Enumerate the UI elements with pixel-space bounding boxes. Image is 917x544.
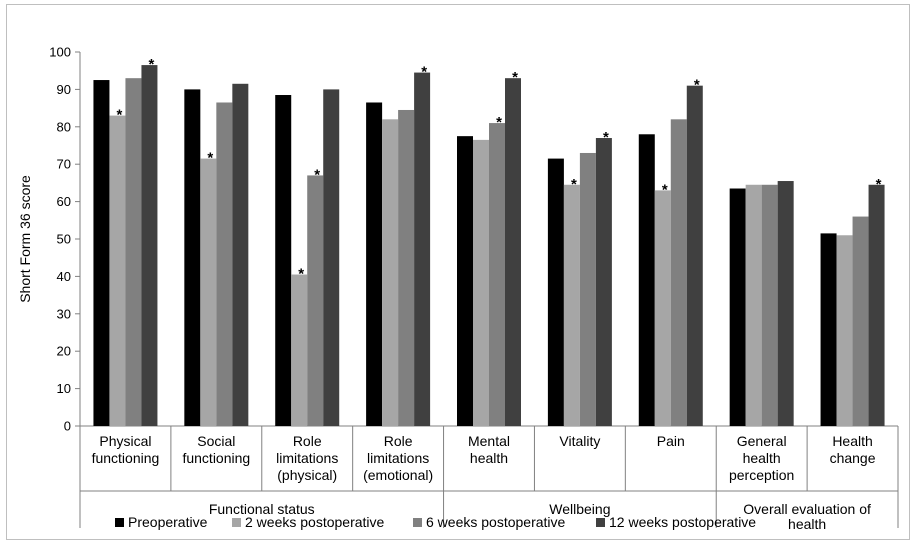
significance-marker: * <box>694 77 700 94</box>
significance-marker: * <box>571 176 577 193</box>
y-tick-label: 40 <box>57 269 71 284</box>
legend-swatch <box>232 518 241 527</box>
bar <box>414 72 431 426</box>
y-tick-label: 20 <box>57 344 71 359</box>
group-label: Functional status <box>209 501 315 517</box>
legend-label: 6 weeks postoperative <box>426 514 566 530</box>
significance-marker: * <box>512 69 518 86</box>
bar <box>505 78 521 427</box>
category-label: Pain <box>657 433 685 449</box>
category-label: limitations <box>367 450 429 466</box>
legend-swatch <box>115 518 124 527</box>
group-label: Wellbeing <box>549 501 610 517</box>
bar <box>232 83 249 426</box>
bar <box>638 134 655 426</box>
bar <box>398 109 415 426</box>
bar <box>141 65 158 426</box>
bar <box>291 274 308 426</box>
bar <box>109 115 126 426</box>
bar <box>184 89 201 427</box>
significance-marker: * <box>876 176 882 193</box>
legend-label: Preoperative <box>128 514 208 530</box>
y-tick-label: 0 <box>64 419 71 434</box>
bar <box>307 175 324 426</box>
category-label: functioning <box>92 450 160 466</box>
legend-swatch <box>413 518 422 527</box>
category-label: Role <box>384 433 413 449</box>
bar <box>200 158 217 426</box>
bar <box>216 102 233 427</box>
category-label: Mental <box>468 433 510 449</box>
bar <box>761 184 778 426</box>
significance-marker: * <box>421 64 427 81</box>
category-label: health <box>743 450 781 466</box>
bar <box>686 85 703 426</box>
bar <box>729 188 746 426</box>
bar <box>489 123 505 426</box>
y-tick-label: 30 <box>57 306 71 321</box>
bar <box>366 102 383 427</box>
category-label: limitations <box>276 450 338 466</box>
bar <box>777 181 794 426</box>
significance-marker: * <box>149 56 155 73</box>
category-label: Role <box>293 433 322 449</box>
bar <box>820 233 837 426</box>
legend-swatch <box>596 518 605 527</box>
bar <box>868 184 885 426</box>
bar <box>670 119 687 426</box>
significance-marker: * <box>298 266 304 283</box>
bar <box>125 78 142 427</box>
bar <box>563 184 580 426</box>
bar <box>93 80 110 427</box>
bar <box>579 152 596 427</box>
legend-label: 2 weeks postoperative <box>245 514 385 530</box>
chart-frame <box>6 4 910 540</box>
category-label: Social <box>197 433 235 449</box>
y-tick-label: 100 <box>49 45 71 60</box>
bar <box>382 119 399 426</box>
legend-label: 12 weeks postoperative <box>609 514 756 530</box>
y-tick-label: 50 <box>57 232 71 247</box>
bar <box>852 216 869 426</box>
y-tick-label: 70 <box>57 157 71 172</box>
significance-marker: * <box>496 114 502 131</box>
category-label: health <box>470 450 508 466</box>
bar <box>547 158 564 426</box>
y-tick-label: 10 <box>57 381 71 396</box>
bar <box>323 89 340 427</box>
bar <box>654 190 671 426</box>
significance-marker: * <box>603 129 609 146</box>
group-label: Overall evaluation of <box>743 501 871 517</box>
y-axis-label: Short Form 36 score <box>17 175 33 303</box>
category-label: perception <box>729 467 794 483</box>
category-label: change <box>830 450 876 466</box>
significance-marker: * <box>117 107 123 124</box>
group-label: health <box>788 516 826 532</box>
bar <box>745 184 762 426</box>
category-label: (physical) <box>277 467 337 483</box>
y-tick-label: 90 <box>57 82 71 97</box>
significance-marker: * <box>314 166 320 183</box>
category-label: General <box>737 433 787 449</box>
bar <box>275 95 292 426</box>
category-label: Health <box>832 433 872 449</box>
significance-marker: * <box>207 150 213 167</box>
category-label: functioning <box>182 450 250 466</box>
y-tick-label: 60 <box>57 194 71 209</box>
category-label: Physical <box>99 433 151 449</box>
bar <box>836 235 853 426</box>
bar <box>595 138 612 426</box>
bar <box>473 139 489 426</box>
category-label: (emotional) <box>363 467 433 483</box>
bar <box>457 136 473 426</box>
significance-marker: * <box>662 181 668 198</box>
category-label: Vitality <box>559 433 600 449</box>
y-tick-label: 80 <box>57 119 71 134</box>
